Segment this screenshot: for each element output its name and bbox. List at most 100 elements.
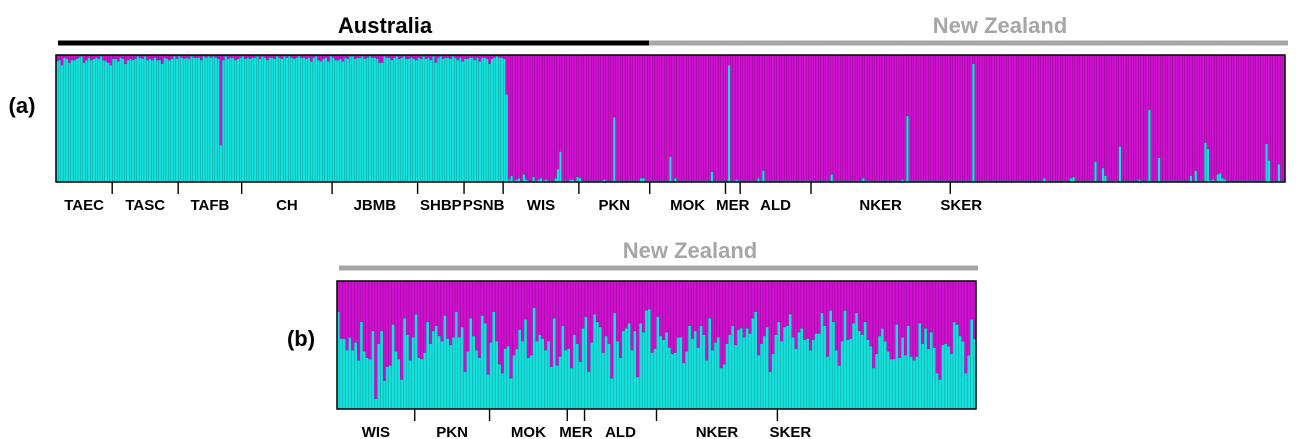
bar-b-cluster1-ind-176 [840,341,844,410]
bar-b-cluster1-ind-98 [616,341,620,410]
bar-b-cluster2-ind-56 [495,280,499,342]
bar-b-cluster2-ind-193 [889,280,893,360]
bar-b-cluster2-ind-92 [598,280,603,328]
bar-a-cluster1-ind-17 [94,57,98,183]
bar-a-cluster2-ind-218 [586,54,589,181]
pop-label-a-shbp: SHBP [420,197,462,214]
bar-b-cluster2-ind-20 [391,280,395,325]
bar-a-cluster2-ind-118 [341,54,345,62]
bar-a-cluster2-ind-467 [1194,54,1198,171]
bar-a-cluster1-ind-87 [266,59,269,183]
bar-b-cluster1-ind-9 [359,321,364,410]
bar-b-cluster1-ind-212 [944,343,948,410]
bar-a-cluster2-ind-262 [693,54,697,181]
bar-a-cluster2-ind-351 [911,54,914,181]
bar-b-cluster1-ind-92 [598,326,603,410]
bar-b-cluster1-ind-208 [932,347,936,410]
bar-b-cluster2-ind-8 [357,280,361,361]
bar-a-cluster2-ind-300 [786,54,790,181]
pop-label-b-wis: WIS [362,424,390,439]
bar-a-cluster1-ind-171 [471,57,475,183]
bar-b-cluster1-ind-84 [575,343,580,410]
bar-b-cluster1-ind-201 [912,360,916,410]
bar-a-cluster1-ind-252 [669,156,672,183]
bar-a-cluster2-ind-454 [1162,54,1166,181]
bar-b-cluster2-ind-95 [607,280,611,344]
bar-b-cluster1-ind-134 [719,367,723,410]
bar-a-cluster2-ind-358 [928,54,931,181]
bar-a-cluster2-ind-302 [791,54,795,181]
bar-b-cluster2-ind-149 [762,280,767,337]
bar-b-cluster1-ind-77 [555,365,559,410]
bar-b-cluster1-ind-38 [443,315,447,410]
bar-a-cluster2-ind-479 [1223,54,1227,180]
bar-b-cluster2-ind-148 [759,280,764,344]
bar-a-cluster1-ind-83 [256,56,260,183]
bar-a-cluster2-ind-167 [461,54,465,62]
bar-b-cluster1-ind-31 [423,352,427,410]
bar-b-cluster2-ind-26 [408,280,413,361]
bar-a-cluster1-ind-112 [327,61,330,183]
bar-b-cluster1-ind-80 [564,349,568,410]
bar-b-cluster2-ind-177 [843,280,847,311]
bar-a-cluster1-ind-91 [275,56,279,183]
bar-a-cluster2-ind-436 [1118,54,1122,147]
bar-a-cluster2-ind-415 [1067,54,1071,181]
bar-a-cluster2-ind-221 [593,54,597,181]
bar-a-cluster2-ind-254 [674,54,677,179]
bar-b-cluster2-ind-184 [863,280,867,323]
bar-a-cluster2-ind-348 [903,54,907,181]
bar-a-cluster2-ind-267 [705,54,709,181]
bar-a-cluster2-ind-197 [534,54,538,181]
bar-b-cluster2-ind-5 [348,280,352,338]
bar-b-cluster2-ind-82 [570,280,574,369]
bar-a-cluster2-ind-190 [517,54,521,179]
bar-a-cluster2-ind-501 [1277,54,1281,165]
separators-a [111,182,951,194]
bar-a-cluster2-ind-487 [1243,54,1247,181]
bar-a-cluster2-ind-7 [70,54,74,61]
bar-a-cluster2-ind-271 [715,54,719,181]
bar-a-cluster1-ind-152 [424,58,428,183]
bar-a-cluster2-ind-363 [940,54,944,181]
bar-b-cluster1-ind-198 [903,355,908,410]
bar-a-cluster1-ind-5 [65,58,69,183]
bar-b-cluster1-ind-72 [541,338,545,410]
bar-a-cluster2-ind-232 [620,54,624,181]
bar-a-cluster1-ind-49 [173,56,176,183]
bar-a-cluster1-ind-78 [244,58,247,183]
bar-b-cluster1-ind-37 [440,341,444,410]
bar-b-cluster1-ind-127 [699,325,703,410]
bar-b-cluster2-ind-57 [498,280,502,365]
bar-a-cluster1-ind-2 [58,59,62,183]
bar-b-cluster2-ind-15 [377,280,381,344]
bar-b-cluster1-ind-61 [509,378,513,410]
bar-a-cluster1-ind-61 [202,56,206,183]
bar-b-cluster2-ind-126 [696,280,700,348]
bar-a-cluster2-ind-433 [1111,54,1115,181]
bar-a-cluster2-ind-379 [979,54,983,181]
bar-b-cluster1-ind-146 [754,311,758,410]
bar-b-cluster1-ind-119 [676,337,680,410]
bar-b-cluster2-ind-147 [757,280,761,356]
bar-b-cluster1-ind-217 [958,335,962,410]
bar-b-cluster2-ind-48 [472,280,476,337]
bar-a-cluster1-ind-64 [209,57,213,183]
bar-a-cluster2-ind-383 [989,54,993,181]
bar-b-cluster1-ind-91 [595,321,600,410]
bar-a-cluster2-ind-462 [1182,54,1186,181]
bar-b-cluster2-ind-40 [449,280,453,346]
bar-b-cluster2-ind-161 [797,280,801,333]
bar-a-cluster2-ind-116 [336,54,340,61]
bar-a-cluster2-ind-189 [515,54,519,180]
bar-b-cluster2-ind-51 [480,280,485,316]
bar-a-cluster2-ind-453 [1160,54,1164,181]
bar-b-cluster2-ind-175 [837,280,841,366]
bar-a-cluster1-ind-183 [500,57,504,183]
bar-a-cluster1-ind-63 [207,56,211,183]
bar-b-cluster1-ind-162 [800,328,804,410]
bar-a-cluster2-ind-340 [884,54,888,181]
bar-a-cluster1-ind-22 [107,62,111,183]
bar-a-cluster2-ind-393 [1013,54,1017,181]
bar-b-cluster2-ind-108 [644,280,649,311]
